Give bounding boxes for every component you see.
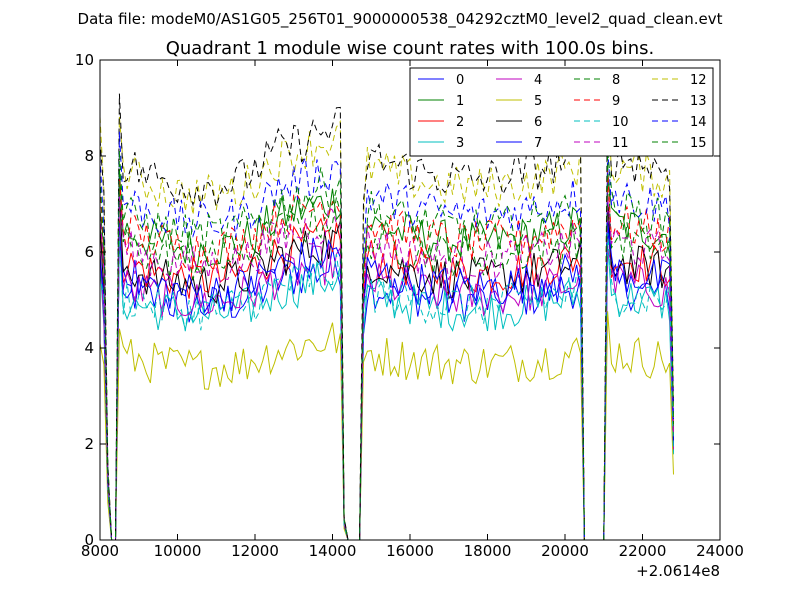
y-tick-label: 8 xyxy=(84,147,94,165)
legend-label-2: 2 xyxy=(456,115,464,130)
legend-label-11: 11 xyxy=(612,136,629,151)
x-tick-label: 16000 xyxy=(386,542,434,560)
legend-label-10: 10 xyxy=(612,115,629,130)
series-line-6 xyxy=(99,191,674,541)
x-offset-label: +2.0614e8 xyxy=(636,562,720,580)
series-line-12 xyxy=(99,98,674,541)
x-tick-label: 14000 xyxy=(309,542,357,560)
series-line-14 xyxy=(99,131,674,541)
x-tick-label: 8000 xyxy=(81,542,119,560)
series-line-7 xyxy=(99,220,674,541)
plot-lines xyxy=(99,86,674,541)
legend-frame xyxy=(409,67,714,157)
legend-label-8: 8 xyxy=(612,73,620,88)
x-tick-label: 12000 xyxy=(231,542,279,560)
legend-label-5: 5 xyxy=(534,94,542,109)
legend-label-6: 6 xyxy=(534,115,542,130)
x-tick-label: 20000 xyxy=(541,542,589,560)
y-tick-label: 10 xyxy=(75,51,94,69)
series-line-2 xyxy=(99,193,674,541)
axis-ticks: 8000 10000 12000 14000 16000 18000 20000 22000 2… xyxy=(75,51,744,560)
y-tick-label: 0 xyxy=(84,531,94,549)
x-tick-label: 24000 xyxy=(696,542,744,560)
legend-label-1: 1 xyxy=(456,94,464,109)
legend-label-15: 15 xyxy=(690,136,707,151)
legend-label-14: 14 xyxy=(690,115,707,130)
series-line-3 xyxy=(99,231,674,541)
series-line-9 xyxy=(99,170,674,541)
x-tick-label: 10000 xyxy=(154,542,202,560)
series-line-11 xyxy=(99,196,674,541)
series-line-8 xyxy=(99,162,674,541)
series-line-10 xyxy=(99,232,674,541)
y-tick-label: 6 xyxy=(84,243,94,261)
figure-suptitle: Data file: modeM0/AS1G05_256T01_90000005… xyxy=(78,10,723,29)
legend-label-4: 4 xyxy=(534,73,542,88)
legend-label-13: 13 xyxy=(690,94,707,109)
series-line-5 xyxy=(99,311,674,541)
x-tick-label: 18000 xyxy=(464,542,512,560)
y-tick-label: 2 xyxy=(84,435,94,453)
y-tick-label: 4 xyxy=(84,339,94,357)
series-line-15 xyxy=(99,150,674,541)
x-tick-label: 22000 xyxy=(619,542,667,560)
legend-label-9: 9 xyxy=(612,94,620,109)
legend-label-0: 0 xyxy=(456,73,464,88)
series-line-0 xyxy=(99,225,674,541)
chart-title: Quadrant 1 module wise count rates with … xyxy=(166,38,655,59)
legend-label-7: 7 xyxy=(534,136,542,151)
legend-label-3: 3 xyxy=(456,136,464,151)
legend-label-12: 12 xyxy=(690,73,707,88)
